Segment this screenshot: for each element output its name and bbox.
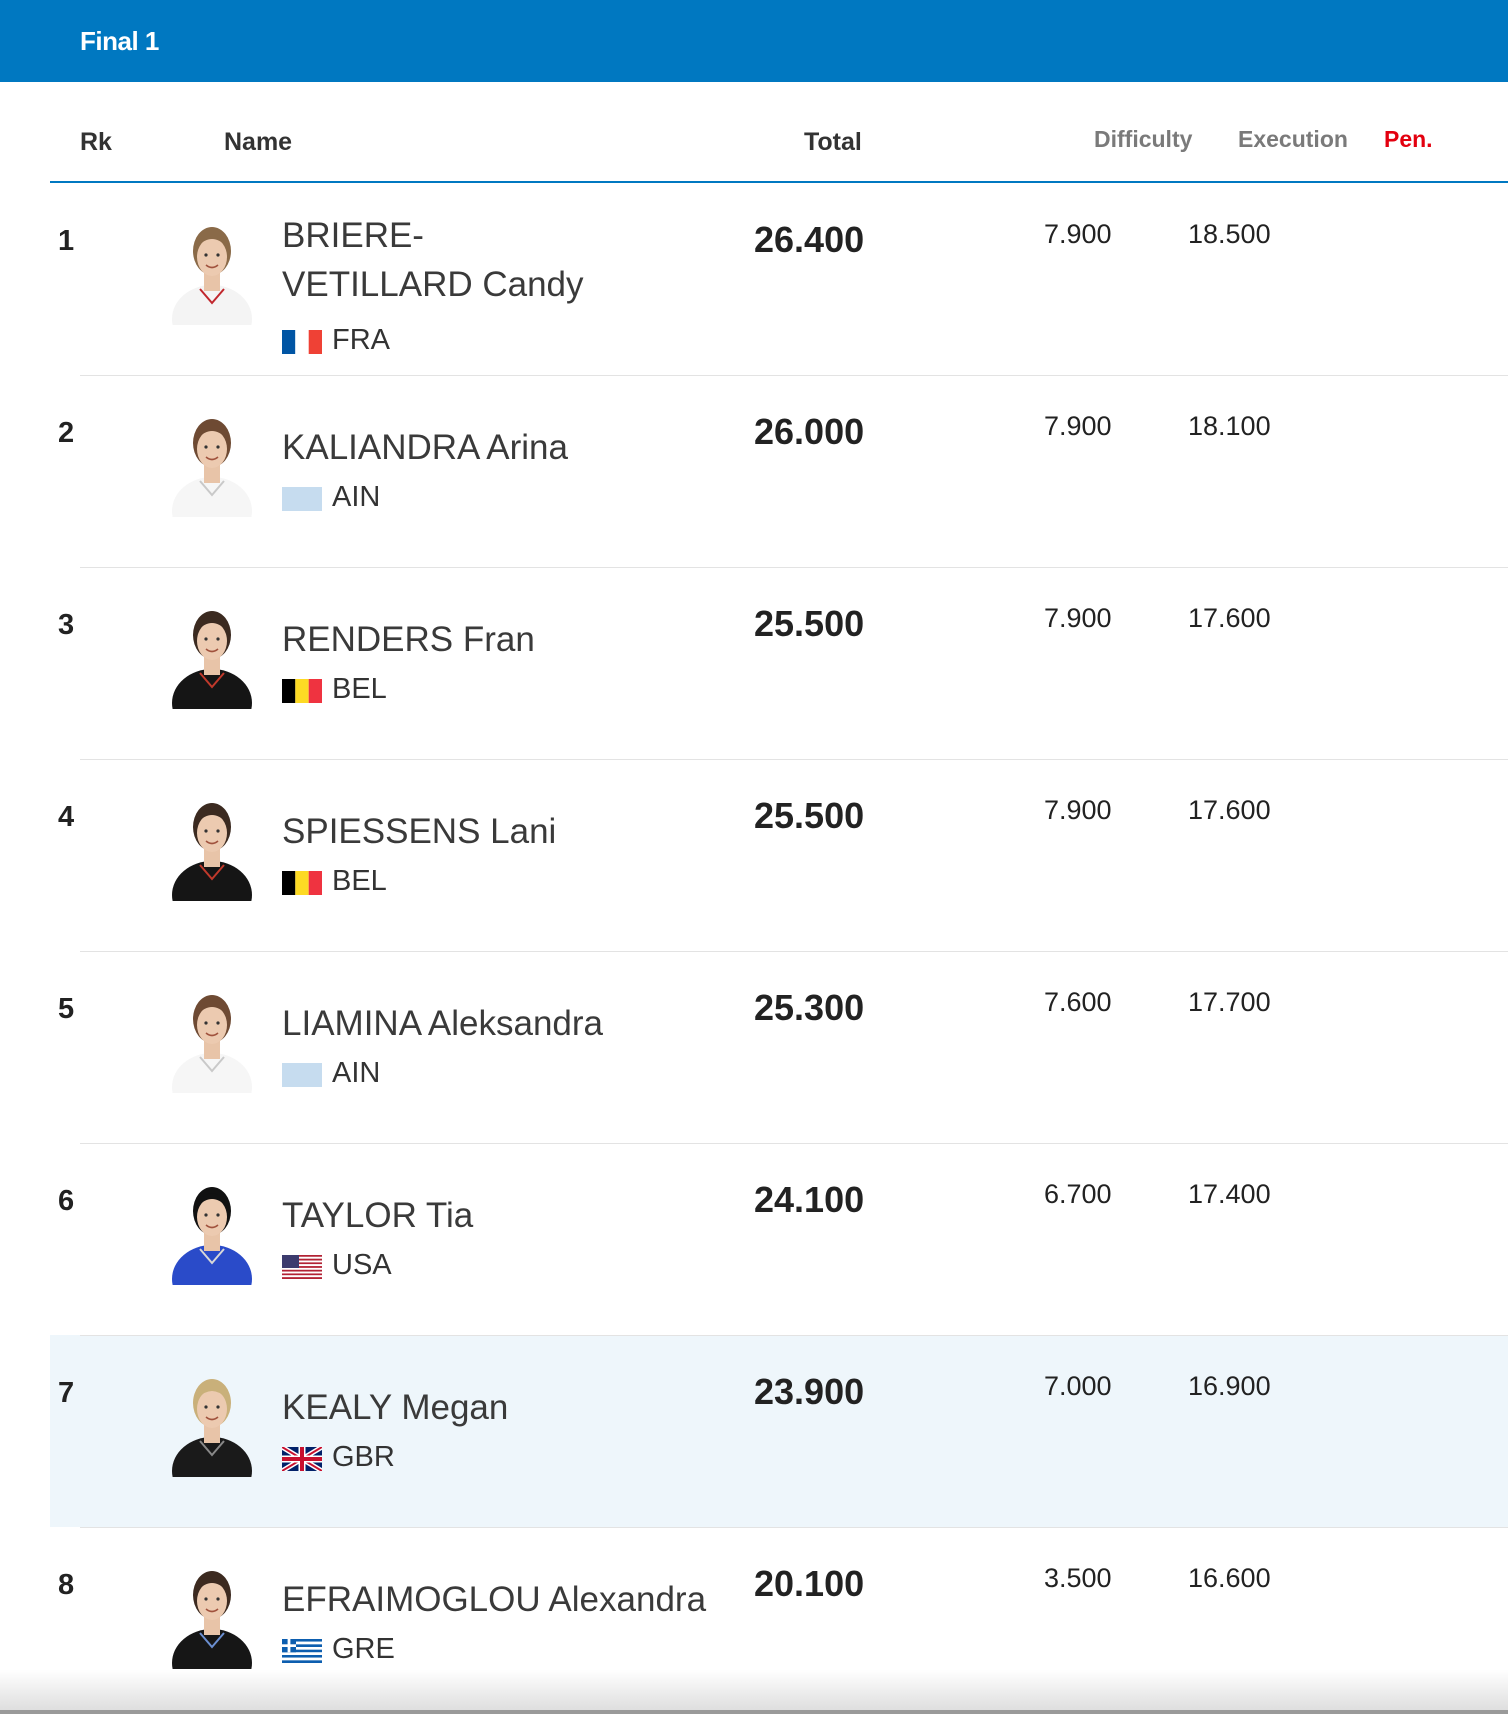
athlete-photo [170, 1369, 254, 1505]
execution-score: 17.400 [1188, 1179, 1271, 1209]
execution-score: 16.600 [1188, 1563, 1271, 1593]
column-header-rank: Rk [80, 128, 112, 156]
execution-score: 17.600 [1188, 795, 1271, 825]
column-header-execution: Execution [1238, 126, 1348, 152]
row-divider [80, 1527, 1508, 1528]
row-divider [80, 951, 1508, 952]
athlete-name[interactable]: RENDERS Fran [282, 620, 535, 659]
header-divider [50, 181, 1508, 183]
flag-gbr-icon [282, 1447, 322, 1471]
athlete-photo [170, 1177, 254, 1313]
rank-cell: 7 [58, 1377, 75, 1409]
country-code: USA [332, 1249, 392, 1281]
total-score: 23.900 [754, 1371, 865, 1412]
total-score: 24.100 [754, 1179, 865, 1220]
flag-fra-icon [282, 330, 322, 354]
athlete-name-line1[interactable]: BRIERE- [282, 216, 424, 255]
athlete-photo [170, 1561, 254, 1697]
athlete-name[interactable]: SPIESSENS Lani [282, 812, 557, 851]
total-score: 25.300 [754, 987, 865, 1028]
difficulty-score: 7.900 [1044, 219, 1112, 249]
country-code: AIN [332, 1057, 381, 1089]
column-header-penalty: Pen. [1384, 126, 1433, 152]
difficulty-score: 7.900 [1044, 795, 1112, 825]
execution-score: 18.100 [1188, 411, 1271, 441]
column-header-total: Total [804, 128, 862, 156]
difficulty-score: 7.900 [1044, 411, 1112, 441]
total-score: 20.100 [754, 1563, 865, 1604]
country-code: AIN [332, 481, 381, 513]
flag-usa-icon [282, 1255, 322, 1279]
row-divider [80, 375, 1508, 376]
rank-cell: 4 [58, 801, 75, 833]
column-header-name: Name [224, 128, 293, 156]
athlete-photo [170, 409, 254, 545]
row-divider [80, 1335, 1508, 1336]
difficulty-score: 7.600 [1044, 987, 1112, 1017]
rank-cell: 5 [58, 993, 75, 1025]
athlete-photo [170, 217, 254, 353]
country-code: GRE [332, 1633, 395, 1665]
difficulty-score: 6.700 [1044, 1179, 1112, 1209]
column-header-difficulty: Difficulty [1094, 126, 1193, 152]
rank-cell: 8 [58, 1569, 75, 1601]
athlete-name[interactable]: KEALY Megan [282, 1388, 509, 1427]
total-score: 25.500 [754, 795, 865, 836]
athlete-name[interactable]: TAYLOR Tia [282, 1196, 474, 1235]
rank-cell: 2 [58, 417, 75, 449]
flag-gre-icon [282, 1639, 322, 1663]
flag-ain-icon [282, 1063, 322, 1087]
total-score: 26.400 [754, 219, 865, 260]
execution-score: 17.600 [1188, 603, 1271, 633]
total-score: 26.000 [754, 411, 865, 452]
athlete-photo [170, 793, 254, 929]
flag-ain-icon [282, 487, 322, 511]
row-divider [80, 567, 1508, 568]
athlete-name[interactable]: EFRAIMOGLOU Alexandra [282, 1580, 707, 1619]
country-code: BEL [332, 865, 387, 897]
country-code: FRA [332, 324, 390, 356]
highlighted-row-background [50, 1335, 1508, 1527]
flag-bel-icon [282, 679, 322, 703]
athlete-name-line2[interactable]: VETILLARD Candy [282, 265, 584, 304]
results-header-bar: Final 1 [0, 0, 1508, 82]
difficulty-score: 7.900 [1044, 603, 1112, 633]
difficulty-score: 7.000 [1044, 1371, 1112, 1401]
rank-cell: 1 [58, 225, 75, 257]
athlete-name[interactable]: KALIANDRA Arina [282, 428, 568, 467]
country-code: BEL [332, 673, 387, 705]
rank-cell: 6 [58, 1185, 75, 1217]
row-divider [80, 1143, 1508, 1144]
execution-score: 18.500 [1188, 219, 1271, 249]
country-code: GBR [332, 1441, 395, 1473]
page-title: Final 1 [80, 26, 159, 56]
execution-score: 17.700 [1188, 987, 1271, 1017]
row-divider [80, 759, 1508, 760]
athlete-photo [170, 601, 254, 737]
bottom-edge [0, 1710, 1508, 1714]
difficulty-score: 3.500 [1044, 1563, 1112, 1593]
flag-bel-icon [282, 871, 322, 895]
rank-cell: 3 [58, 609, 75, 641]
execution-score: 16.900 [1188, 1371, 1271, 1401]
athlete-name[interactable]: LIAMINA Aleksandra [282, 1004, 603, 1043]
total-score: 25.500 [754, 603, 865, 644]
bottom-shadow [0, 1670, 1508, 1714]
athlete-photo [170, 985, 254, 1121]
